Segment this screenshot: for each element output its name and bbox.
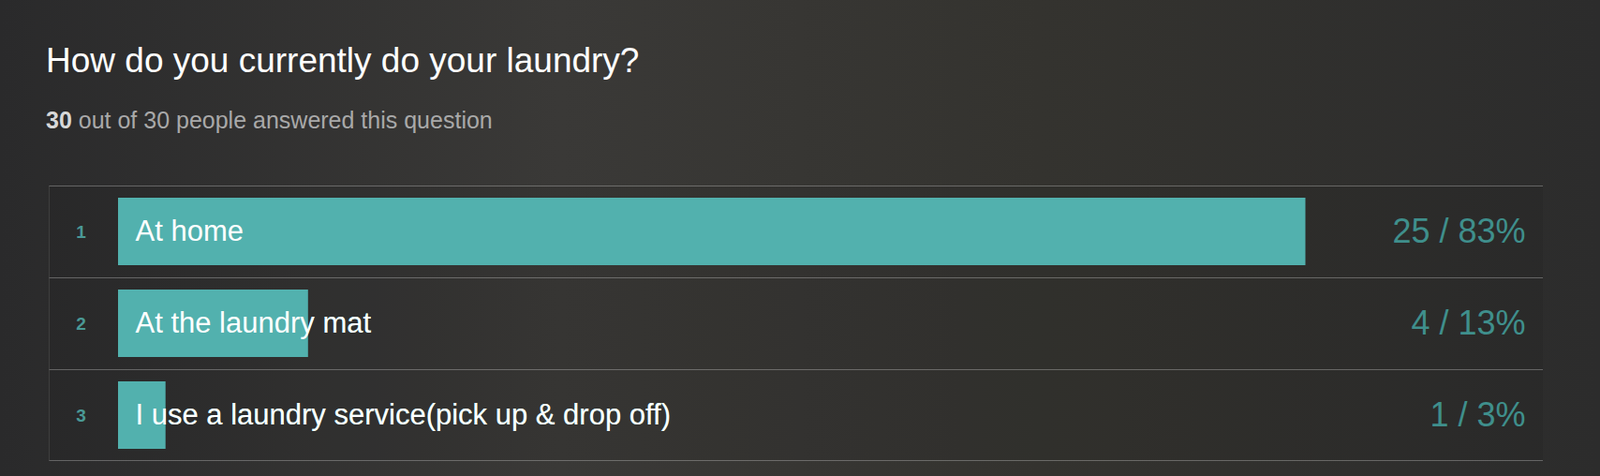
svg-text:4 / 13%: 4 / 13% [1410,303,1526,342]
html-text:30 out of 30 people answered t: 30 out of 30 people answered this questi… [45,106,493,134]
html-text:How do you currently do your l: How do you currently do your laundry? [45,41,640,80]
svg-text:At home: At home [135,214,244,248]
svg-text:3: 3 [75,405,87,426]
svg-text:At the laundry mat: At the laundry mat [135,306,372,340]
svg-text:1 / 3%: 1 / 3% [1429,395,1526,434]
svg-text:At home: At home [135,214,244,248]
svg-text:25 / 83%: 25 / 83% [1392,211,1526,251]
svg-text:I use a laundry service(pick u: I use a laundry service(pick up & drop o… [135,398,672,431]
svg-text:I use a laundry service(pick u: I use a laundry service(pick up & drop o… [135,398,672,431]
svg-text:2: 2 [75,313,87,334]
svg-text:1: 1 [75,222,87,242]
svg-text:At the laundry mat: At the laundry mat [135,306,372,340]
